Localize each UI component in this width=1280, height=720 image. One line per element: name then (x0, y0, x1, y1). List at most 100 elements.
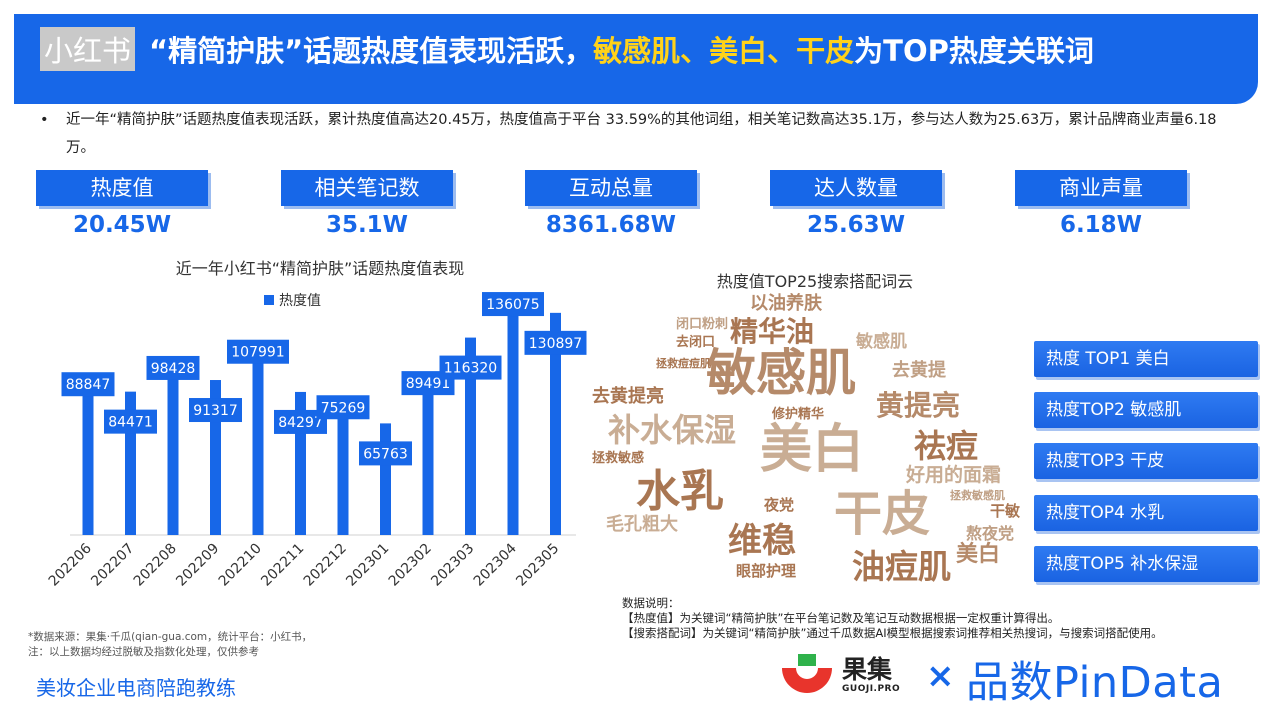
title-highlight: 敏感肌、美白、干皮 (593, 34, 855, 68)
x-tick-label: 202211 (258, 541, 307, 590)
top-item-1: 热度 TOP1 美白 (1034, 341, 1258, 377)
kpi-label: 商业声量 (1015, 170, 1187, 206)
data-label: 98428 (151, 361, 196, 377)
x-tick-label: 202305 (513, 541, 562, 590)
x-tick-label: 202210 (216, 541, 265, 590)
word-cloud-term: 补水保湿 (608, 411, 737, 449)
word-cloud-term: 去黄提亮 (592, 386, 664, 407)
data-notes: 数据说明： 【热度值】为关键词“精简护肤”在平台笔记数及笔记互动数据根据一定权重… (622, 596, 1163, 641)
source-line: 注：以上数据均经过脱敏及指数化处理，仅供参考 (28, 646, 259, 658)
data-label-box (316, 395, 370, 420)
x-tick-label: 202304 (471, 540, 520, 589)
data-label-box (359, 441, 412, 466)
word-cloud-term: 闭口粉刺 (676, 317, 729, 332)
data-label-box (524, 330, 587, 355)
notes-heading: 数据说明： (622, 596, 680, 610)
top-item-4: 热度TOP4 水乳 (1034, 495, 1258, 531)
x-tick-label: 202302 (386, 541, 435, 590)
data-label-box (439, 355, 502, 380)
word-cloud-term: 眼部护理 (736, 562, 797, 580)
kpi-label: 互动总量 (525, 170, 697, 206)
word-cloud-term: 毛孔粗大 (606, 514, 678, 535)
word-cloud-term: 夜党 (764, 496, 795, 514)
kpi-notes: 相关笔记数 35.1W (281, 170, 453, 238)
x-tick-label: 202207 (88, 541, 137, 590)
legend-label: 热度值 (279, 293, 321, 309)
word-cloud-term: 精华油 (730, 315, 815, 348)
bar-202304 (507, 304, 519, 535)
data-label-box (227, 339, 289, 364)
guoji-logo-en: GUOJI.PRO (842, 684, 901, 694)
word-cloud-term: 敏感肌 (856, 332, 907, 352)
footer-brand: 美妆企业电商陪跑教练 (36, 676, 236, 700)
word-cloud-term: 去闭口 (676, 335, 716, 350)
bar-202207 (125, 391, 136, 535)
data-label-box (104, 409, 157, 434)
page-title: 小红书 “精简护肤” 话题热度值表现活跃， 敏感肌、美白、干皮 为TOP热度关联… (40, 26, 1094, 72)
data-label-box (482, 292, 544, 317)
word-cloud-term: 修护精华 (772, 407, 825, 422)
kpi-label: 热度值 (36, 170, 208, 206)
x-tick-label: 202206 (46, 540, 95, 589)
word-cloud-term: 黄提亮 (876, 389, 961, 422)
notes-line: 【搜索搭配词】为关键词“精简护肤”通过千瓜数据AI模型根据搜索词推荐相关热搜词，… (622, 626, 1163, 640)
x-tick-label: 202209 (173, 541, 222, 590)
word-cloud-term: 熬夜党 (966, 524, 1015, 543)
guoji-logo-cn: 果集 (842, 655, 893, 684)
data-label: 89491 (406, 376, 451, 392)
kpi-value: 20.45W (72, 212, 172, 238)
word-cloud-term: 以油养肤 (750, 293, 822, 314)
data-source: *数据来源：果集·千瓜(qian-gua.com，统计平台：小红书， 注：以上数… (28, 630, 312, 660)
data-label: 75269 (321, 400, 366, 416)
bar-chart: 88847 202206 84471 202207 98428 202208 91317 20… (46, 292, 587, 590)
data-label: 107991 (231, 345, 284, 361)
bar-202209 (210, 380, 221, 535)
kpi-commercial: 商业声量 6.18W (1015, 170, 1187, 238)
bar-202301 (380, 423, 391, 535)
data-label-box (61, 372, 115, 397)
bullet-icon: • (40, 112, 49, 128)
source-line: *数据来源：果集·千瓜(qian-gua.com，统计平台：小红书， (28, 631, 313, 643)
data-label: 130897 (529, 336, 582, 352)
word-cloud-term: 敏感肌 (706, 344, 856, 402)
data-label: 91317 (193, 403, 238, 419)
word-cloud-term: 干敏 (990, 502, 1021, 520)
bar-202303 (465, 337, 476, 535)
guoji-logo: 果集 GUOJI.PRO (778, 652, 900, 698)
x-tick-label: 202301 (343, 541, 392, 590)
bar-202208 (167, 367, 179, 535)
bar-202212 (337, 407, 349, 535)
chart-title: 近一年小红书“精简护肤”话题热度值表现 (175, 259, 465, 278)
pindata-logo: 品数PinData (966, 658, 1224, 708)
word-cloud-term: 拯救敏感 (592, 451, 645, 466)
top-item-3: 热度TOP3 干皮 (1034, 443, 1258, 479)
word-cloud-term: 祛痘 (914, 427, 979, 465)
kpi-label: 相关笔记数 (281, 170, 453, 206)
title-topic: “精简护肤” (149, 34, 304, 68)
kpi-value: 8361.68W (545, 212, 677, 238)
top-item-5: 热度TOP5 补水保湿 (1034, 546, 1258, 582)
word-cloud-term: 好用的面霜 (906, 464, 1002, 486)
legend-swatch (264, 295, 274, 305)
bar-202206 (82, 384, 94, 535)
chart-legend: 热度值 (264, 290, 321, 310)
data-label-box (146, 355, 200, 380)
platform-tag: 小红书 (40, 27, 136, 71)
summary-text: 近一年“精简护肤”话题热度值表现活跃，累计热度值高达20.45万，热度值高于平台… (66, 112, 1217, 156)
word-cloud-term: 拯救痘痘肌 (656, 357, 711, 370)
word-cloud-term: 干皮 (834, 486, 931, 542)
x-tick-label: 202303 (428, 541, 477, 590)
data-label: 136075 (486, 297, 539, 313)
word-cloud-term: 水乳 (636, 466, 724, 517)
data-label: 84471 (108, 415, 153, 431)
title-end: 为TOP热度关联词 (854, 34, 1094, 68)
kpi-interactions: 互动总量 8361.68W (525, 170, 697, 238)
data-label: 65763 (363, 446, 408, 462)
bar-202211 (295, 391, 306, 535)
data-label-box (189, 398, 242, 423)
word-cloud-term: 美白 (760, 420, 865, 480)
bar-202305 (550, 312, 561, 535)
word-cloud-title: 热度值TOP25搜索搭配词云 (716, 272, 914, 291)
logo-separator: × (926, 656, 955, 696)
guoji-logo-icon (782, 654, 832, 693)
